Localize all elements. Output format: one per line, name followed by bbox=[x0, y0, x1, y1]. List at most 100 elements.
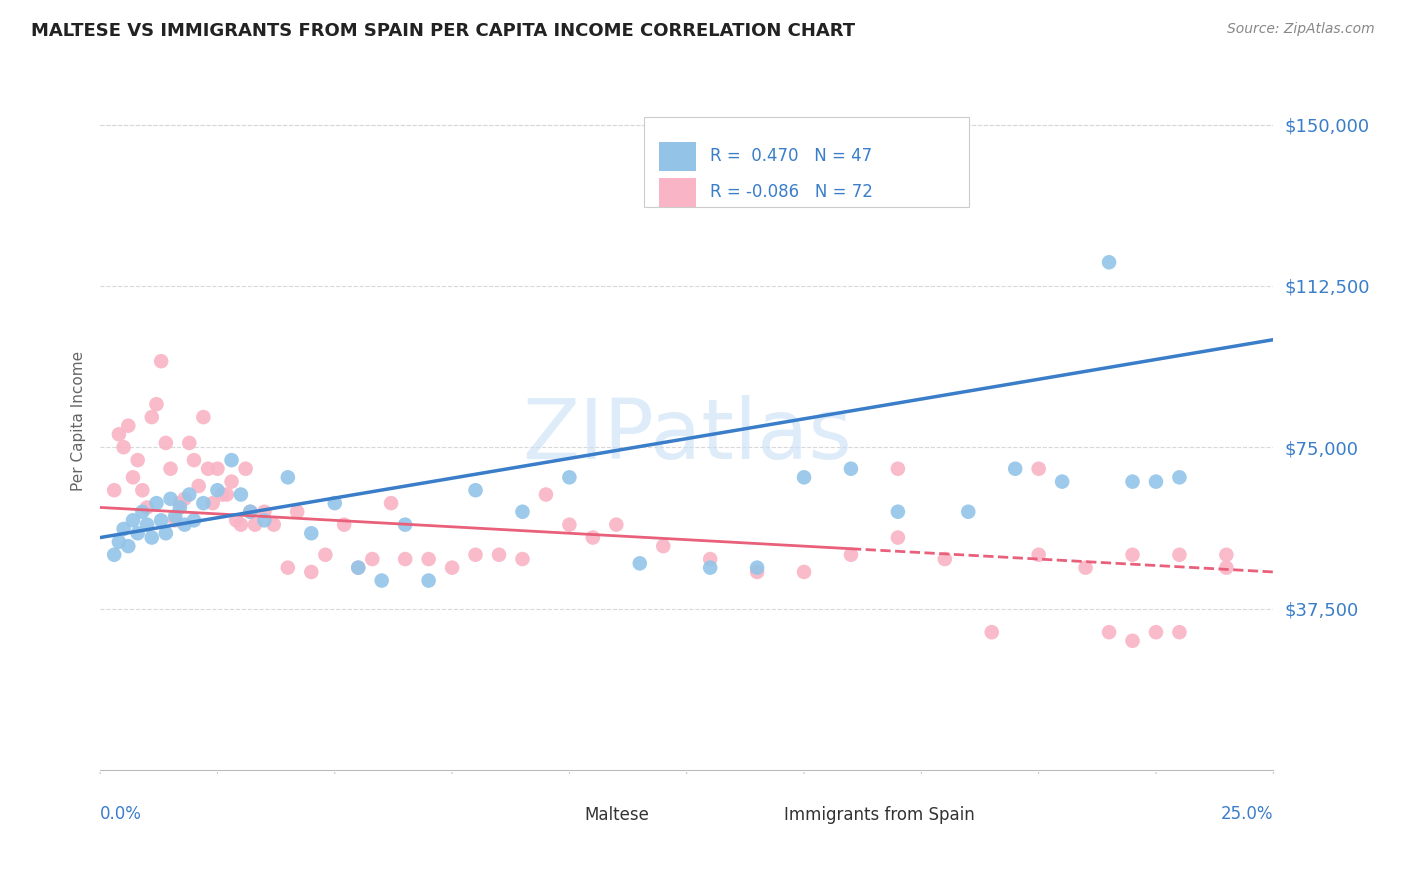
Text: R =  0.470   N = 47: R = 0.470 N = 47 bbox=[710, 147, 872, 165]
Text: 0.0%: 0.0% bbox=[100, 805, 142, 822]
Point bbox=[277, 560, 299, 574]
Point bbox=[179, 487, 201, 501]
Point bbox=[108, 534, 131, 549]
Point bbox=[131, 505, 153, 519]
Point bbox=[145, 496, 167, 510]
Point bbox=[117, 418, 139, 433]
Point bbox=[1144, 625, 1167, 640]
Point bbox=[277, 470, 299, 484]
Point bbox=[183, 453, 205, 467]
Point bbox=[229, 487, 252, 501]
Point bbox=[1121, 475, 1143, 489]
Point bbox=[394, 517, 416, 532]
Point bbox=[201, 496, 224, 510]
Point bbox=[418, 574, 440, 588]
Point bbox=[957, 505, 980, 519]
Point bbox=[1074, 560, 1097, 574]
Point bbox=[122, 513, 145, 527]
Point bbox=[582, 531, 605, 545]
Y-axis label: Per Capita Income: Per Capita Income bbox=[72, 351, 86, 491]
Point bbox=[127, 526, 149, 541]
Point bbox=[235, 461, 257, 475]
Point bbox=[239, 505, 262, 519]
Point bbox=[112, 440, 135, 454]
Point bbox=[179, 436, 201, 450]
Point bbox=[314, 548, 336, 562]
Point bbox=[1121, 633, 1143, 648]
Point bbox=[333, 517, 356, 532]
Point bbox=[1050, 475, 1073, 489]
Point bbox=[839, 548, 862, 562]
Point bbox=[173, 491, 195, 506]
Point bbox=[488, 548, 510, 562]
Point bbox=[512, 505, 534, 519]
Point bbox=[887, 461, 910, 475]
Point bbox=[169, 496, 191, 510]
Point bbox=[464, 548, 486, 562]
Point bbox=[605, 517, 627, 532]
Point bbox=[1098, 625, 1121, 640]
Point bbox=[699, 552, 721, 566]
Point bbox=[745, 560, 768, 574]
Point bbox=[159, 461, 181, 475]
FancyBboxPatch shape bbox=[544, 805, 569, 825]
Point bbox=[839, 461, 862, 475]
Point bbox=[1028, 548, 1050, 562]
Point bbox=[183, 513, 205, 527]
Point bbox=[1215, 560, 1237, 574]
Point bbox=[1168, 470, 1191, 484]
Point bbox=[628, 557, 651, 571]
Point bbox=[221, 453, 243, 467]
Point bbox=[793, 565, 815, 579]
Point bbox=[370, 574, 392, 588]
Point bbox=[145, 397, 167, 411]
Text: Immigrants from Spain: Immigrants from Spain bbox=[785, 806, 974, 824]
Point bbox=[221, 475, 243, 489]
Point bbox=[211, 487, 233, 501]
Point bbox=[1098, 255, 1121, 269]
Point bbox=[1168, 625, 1191, 640]
Point bbox=[207, 461, 229, 475]
FancyBboxPatch shape bbox=[742, 805, 769, 825]
Point bbox=[150, 354, 173, 368]
Point bbox=[1028, 461, 1050, 475]
Point bbox=[652, 539, 675, 553]
Point bbox=[169, 500, 191, 515]
Point bbox=[347, 560, 370, 574]
Point bbox=[699, 560, 721, 574]
Point bbox=[131, 483, 153, 498]
Point bbox=[1215, 548, 1237, 562]
Point bbox=[141, 531, 163, 545]
Point bbox=[112, 522, 135, 536]
Point bbox=[243, 517, 266, 532]
Point bbox=[103, 483, 125, 498]
Text: 25.0%: 25.0% bbox=[1220, 805, 1274, 822]
Point bbox=[299, 565, 322, 579]
Point bbox=[215, 487, 238, 501]
Point bbox=[512, 552, 534, 566]
Text: Maltese: Maltese bbox=[585, 806, 650, 824]
Point bbox=[136, 517, 159, 532]
Point bbox=[197, 461, 219, 475]
Point bbox=[193, 496, 215, 510]
Point bbox=[103, 548, 125, 562]
Point bbox=[117, 539, 139, 553]
Point bbox=[887, 531, 910, 545]
Point bbox=[285, 505, 308, 519]
Point bbox=[165, 513, 187, 527]
Point bbox=[418, 552, 440, 566]
Point bbox=[534, 487, 557, 501]
Point bbox=[108, 427, 131, 442]
Text: MALTESE VS IMMIGRANTS FROM SPAIN PER CAPITA INCOME CORRELATION CHART: MALTESE VS IMMIGRANTS FROM SPAIN PER CAP… bbox=[31, 22, 855, 40]
Point bbox=[361, 552, 384, 566]
Point bbox=[1168, 548, 1191, 562]
Point bbox=[173, 517, 195, 532]
Point bbox=[347, 560, 370, 574]
Point bbox=[441, 560, 464, 574]
Point bbox=[1121, 548, 1143, 562]
Point bbox=[127, 453, 149, 467]
Point bbox=[141, 410, 163, 425]
Text: ZIPatlas: ZIPatlas bbox=[522, 395, 852, 475]
Point bbox=[263, 517, 285, 532]
Point bbox=[165, 509, 187, 524]
